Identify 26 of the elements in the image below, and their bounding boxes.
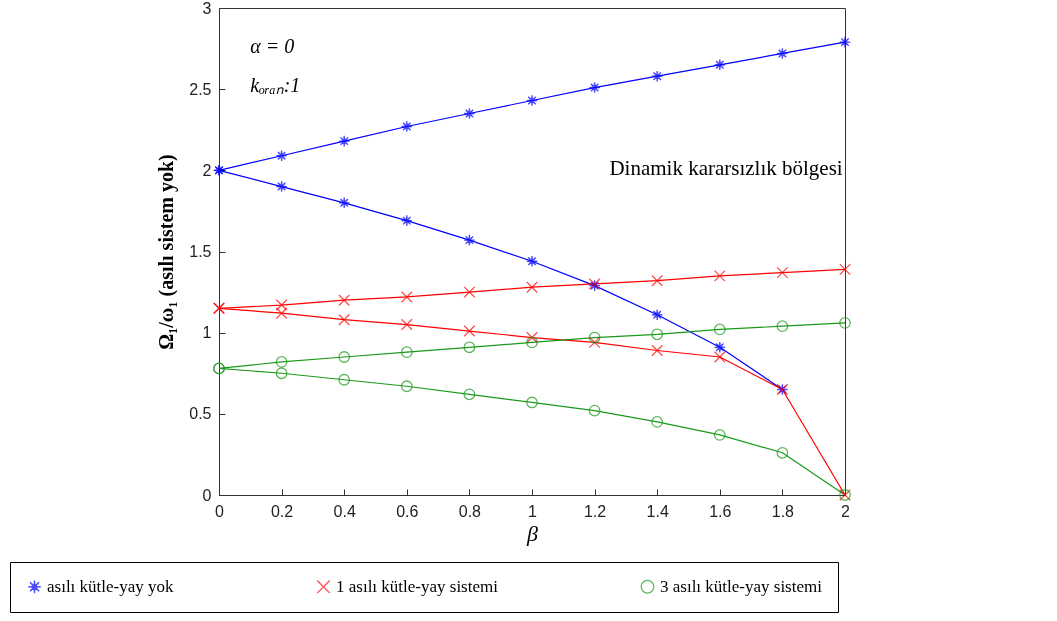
legend-label: asılı kütle-yay yok	[47, 576, 175, 596]
x-tick-label: 1.8	[771, 502, 795, 520]
x-tick-label: 0.6	[396, 502, 419, 520]
y-tick-label: 0.5	[189, 405, 212, 423]
x-tick-label: 1.4	[646, 502, 669, 520]
y-axis-title: Ω₁/ω₁ (asılı sistem yok)	[155, 154, 179, 350]
annotation: α = 0	[250, 34, 295, 57]
x-axis-title: β	[526, 520, 539, 546]
x-tick-label: 1.2	[583, 502, 607, 520]
x-tick-label: 0.8	[458, 502, 482, 520]
y-tick-label: 2.5	[189, 80, 212, 98]
y-tick-label: 1.5	[189, 243, 212, 260]
y-tick-label: 0	[202, 486, 212, 504]
x-tick-label: 2	[841, 502, 851, 520]
legend-label: 1 asılı kütle-yay sistemi	[336, 576, 499, 596]
legend-label: 3 asılı kütle-yay sistemi	[660, 576, 823, 596]
x-tick-label: 1	[528, 502, 538, 520]
x-tick-label: 1.6	[709, 502, 732, 520]
x-tick-label: 0.2	[270, 502, 294, 520]
x-tick-label: 0	[215, 502, 225, 520]
x-tick-label: 0.4	[333, 502, 356, 520]
y-tick-label: 3	[202, 0, 212, 17]
y-tick-label: 1	[202, 324, 212, 342]
annotation: Dinamik kararsızlık bölgesi	[609, 155, 843, 180]
annotation: kₒᵣₐₙ:1	[250, 73, 301, 96]
y-tick-label: 2	[202, 161, 212, 179]
